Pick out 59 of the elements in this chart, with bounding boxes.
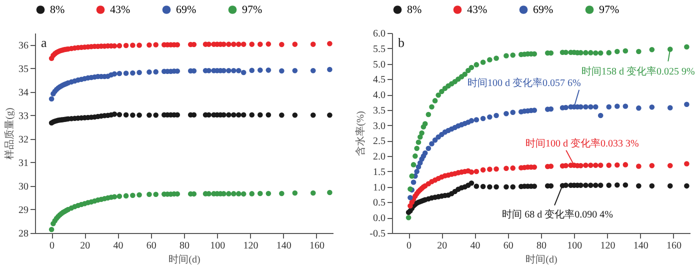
y-tick-label: 32 [18, 134, 28, 146]
x-tick-label: 60 [503, 240, 514, 252]
x-tick-label: 20 [437, 240, 448, 252]
x-axis-title: 时间(d) [526, 254, 558, 266]
x-tick-label: 80 [180, 240, 190, 252]
x-tick-label: 80 [536, 240, 546, 252]
y-tick-label: 5.0 [373, 59, 386, 70]
x-tick-label: 140 [276, 240, 292, 252]
y-tick-label: 35 [18, 64, 28, 75]
y-tick-label: 6.0 [373, 28, 386, 40]
x-tick-label: 120 [600, 240, 616, 252]
y-axis-title: 含水率(%) [354, 111, 367, 156]
y-tick-label: 1.5 [373, 166, 386, 178]
y-tick-label: 36 [18, 40, 28, 52]
y-tick-label: 34 [18, 87, 28, 98]
y-tick-label: 2.0 [373, 152, 386, 163]
x-tick-label: 140 [633, 240, 648, 252]
legend-label: 97% [242, 4, 262, 16]
y-tick-label: 29 [18, 204, 28, 216]
annotation: 时间100 d 变化率0.033 3% [525, 137, 639, 150]
x-tick-label: 20 [80, 240, 90, 252]
legend-label: 69% [533, 4, 554, 16]
legend-label: 43% [467, 4, 488, 16]
y-tick-label: 33 [18, 110, 28, 122]
annotation: 时间100 d 变化率0.057 6% [467, 76, 581, 89]
y-tick-label: 1.0 [373, 182, 386, 194]
legend-label: 8% [407, 4, 422, 16]
y-tick-label: -0.5 [370, 228, 386, 240]
legend-label: 97% [599, 4, 620, 16]
annotation: 时间158 d 变化率0.025 9% [581, 65, 695, 78]
y-tick-label: 0.0 [373, 213, 386, 224]
y-tick-label: 2.5 [373, 136, 386, 148]
y-axis-title: 样品质量(g) [4, 108, 16, 160]
legend-label: 8% [50, 4, 65, 16]
x-tick-label: 0 [50, 240, 55, 252]
y-tick-label: 5.5 [373, 44, 386, 55]
legend-label: 69% [176, 4, 196, 16]
x-tick-label: 60 [146, 240, 156, 252]
annotation: a [41, 35, 47, 50]
x-axis-title: 时间(d) [168, 254, 200, 266]
x-tick-label: 40 [470, 240, 480, 252]
y-tick-label: 3.0 [373, 120, 386, 132]
y-tick-label: 28 [18, 228, 28, 240]
annotation: b [398, 35, 404, 50]
x-tick-label: 120 [243, 240, 258, 252]
y-tick-label: 31 [18, 158, 28, 169]
y-tick-label: 3.5 [373, 105, 386, 116]
y-tick-label: 30 [18, 181, 28, 192]
x-tick-label: 100 [210, 240, 226, 252]
y-tick-label: 4.0 [373, 90, 386, 102]
y-tick-label: 4.5 [373, 74, 386, 86]
x-tick-label: 100 [567, 240, 582, 252]
y-tick-label: 0.5 [373, 198, 386, 209]
x-tick-label: 40 [113, 240, 124, 252]
x-tick-label: 160 [666, 240, 682, 252]
x-tick-label: 0 [406, 240, 412, 252]
annotation: 时间 68 d 变化率0.090 4% [502, 208, 613, 220]
legend-label: 43% [110, 4, 130, 16]
x-tick-label: 160 [309, 240, 324, 252]
